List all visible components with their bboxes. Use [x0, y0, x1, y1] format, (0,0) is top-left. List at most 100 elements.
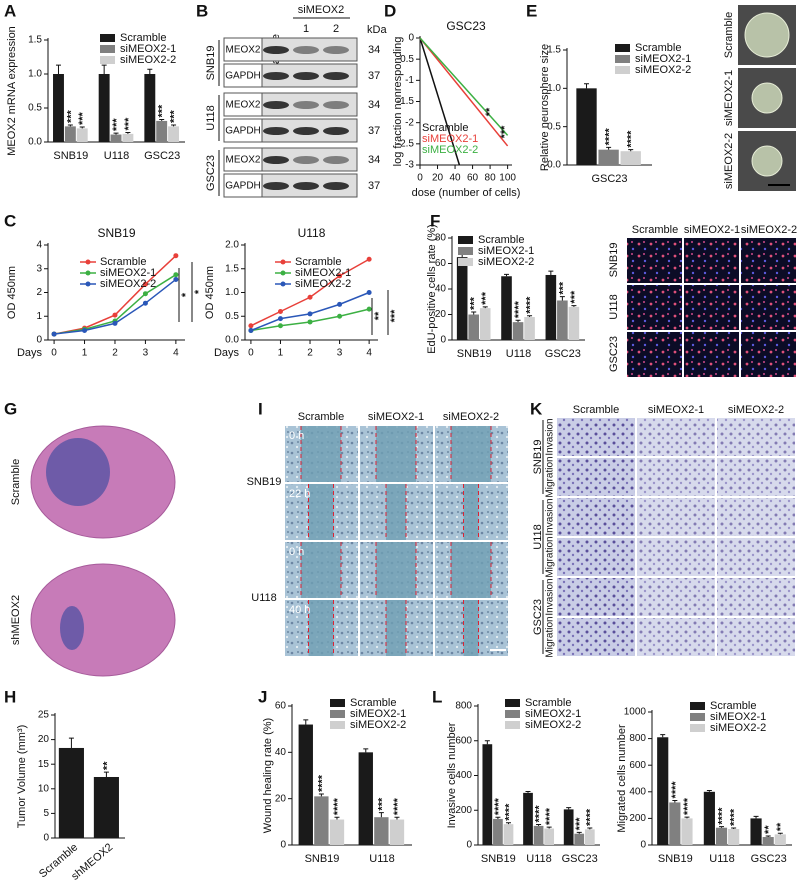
column-label: siMEOX2-2 — [728, 404, 784, 416]
series-line — [419, 37, 461, 166]
error-bar — [147, 68, 153, 74]
x-tick-label: U118 — [709, 853, 734, 865]
x-tick-label: 80 — [485, 173, 497, 184]
wound-gap — [451, 542, 491, 598]
significance: *** — [157, 104, 169, 118]
legend-swatch — [330, 721, 345, 729]
legend-label: Scramble — [710, 700, 756, 712]
legend-label: Scramble — [120, 32, 166, 44]
transwell-image — [637, 618, 715, 656]
band — [263, 101, 289, 109]
tumor — [46, 438, 110, 506]
bar — [657, 737, 669, 845]
band — [293, 156, 319, 164]
transwell-image — [717, 578, 795, 616]
error-bar — [334, 816, 340, 820]
transwell-image — [557, 458, 635, 496]
series-line — [419, 37, 509, 136]
row-label: U118 — [608, 294, 620, 319]
bar — [669, 802, 681, 845]
legend-label: siMEOX2-1 — [350, 708, 406, 720]
error-bar — [566, 807, 572, 810]
error-bar — [471, 311, 477, 315]
error-bar — [318, 793, 324, 797]
column-label: siMEOX2-1 — [368, 411, 424, 423]
legend-swatch — [100, 34, 115, 42]
row-label: SNB19 — [608, 243, 620, 278]
y-tick-label: 3 — [36, 263, 42, 274]
point — [277, 309, 283, 314]
y-tick-label: 2.0 — [225, 240, 239, 251]
column-label: Scramble — [298, 411, 344, 423]
bar — [456, 257, 468, 340]
legend-label: siMEOX2-1 — [120, 43, 176, 55]
panel-label: B — [196, 1, 208, 20]
y-tick-label: -0.5 — [397, 54, 415, 65]
x-tick-label: GSC23 — [545, 348, 581, 360]
significance: *** — [65, 109, 77, 123]
legend-label: siMEOX2-1 — [100, 267, 156, 279]
significance: *** — [557, 281, 569, 295]
cell-line-label: SNB19 — [205, 46, 217, 81]
legend-label: siMEOX2-2 — [295, 278, 351, 290]
y-axis-label: Wound healing rate (%) — [262, 718, 274, 833]
error-bar — [546, 826, 552, 829]
transwell-image — [637, 538, 715, 576]
bar — [374, 817, 389, 845]
significance: **** — [670, 781, 682, 799]
legend-swatch — [505, 710, 520, 718]
bar — [584, 829, 595, 845]
assay-label: Migration — [545, 616, 556, 657]
x-tick-label: SNB19 — [481, 853, 516, 865]
y-tick-label: 4 — [36, 240, 42, 251]
label-box — [223, 173, 263, 198]
legend-swatch — [505, 699, 520, 707]
point — [307, 294, 313, 300]
bar — [144, 74, 156, 142]
band — [293, 72, 319, 80]
legend-label: Scramble — [525, 697, 571, 709]
y-tick-label: 1.5 — [28, 35, 42, 46]
legend-marker — [280, 281, 286, 287]
assay-label: Invasion — [545, 498, 556, 535]
brain — [30, 563, 176, 677]
point — [307, 311, 313, 317]
edu-image — [627, 285, 682, 330]
bar — [168, 126, 180, 142]
bar — [482, 744, 493, 845]
y-axis-label: Migrated cells number — [616, 724, 628, 833]
x-axis-label: dose (number of cells) — [412, 187, 521, 199]
bar — [563, 809, 574, 845]
y-tick-label: 1000 — [624, 707, 647, 718]
image-label: siMEOX2-2 — [723, 133, 735, 189]
significance: **** — [682, 797, 694, 815]
point — [82, 328, 88, 333]
band — [263, 46, 289, 54]
y-tick-label: 600 — [629, 760, 646, 771]
bar — [598, 149, 619, 165]
x-tick-label: 4 — [366, 348, 372, 359]
transwell-image — [717, 618, 795, 656]
legend-swatch — [690, 713, 705, 721]
y-tick-label: 0 — [466, 840, 472, 851]
bar — [533, 825, 544, 845]
point — [112, 320, 118, 326]
bar — [98, 74, 110, 142]
point — [366, 306, 372, 312]
neurosphere — [744, 12, 790, 58]
edu-image — [627, 238, 682, 283]
protein-label: MEOX2 — [225, 155, 260, 166]
point — [142, 291, 148, 297]
y-axis-label: EdU-positive cells rate (%) — [426, 224, 438, 354]
y-tick-label: 0.0 — [28, 137, 42, 148]
y-tick-label: 1.0 — [225, 287, 239, 298]
lane-label: 1 — [303, 23, 309, 35]
x-tick-label: GSC23 — [144, 150, 180, 162]
kda-unit: kDa — [367, 24, 387, 36]
error-bar — [719, 826, 725, 828]
edu-image — [627, 332, 682, 377]
error-bar — [363, 748, 369, 753]
x-tick-label: 60 — [467, 173, 479, 184]
neurosphere — [751, 145, 783, 177]
legend-label: siMEOX2-2 — [710, 722, 766, 734]
